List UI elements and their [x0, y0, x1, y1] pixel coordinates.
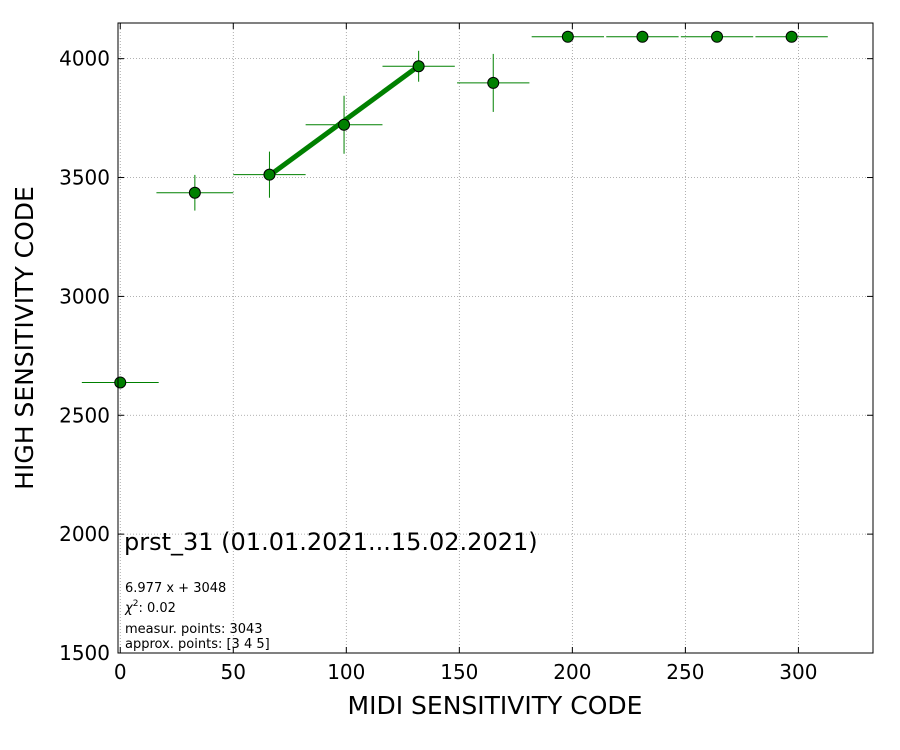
plot-frame [117, 22, 874, 654]
data-point-group [114, 30, 798, 389]
annotation-measur-points: measur. points: 3043 [125, 622, 263, 637]
annotation-title: prst_31 (01.01.2021...15.02.2021) [124, 528, 538, 556]
tick-group [118, 23, 873, 654]
y-tick-label: 2000 [59, 522, 110, 546]
chi-symbol: χ [124, 601, 134, 616]
data-point [338, 118, 351, 131]
data-point [711, 30, 724, 43]
x-tick-label: 200 [553, 660, 591, 684]
tick-label-group: 0 50 100 150 200 250 300 1500 2000 2500 3000 3500 40… [59, 47, 817, 684]
data-point [561, 30, 574, 43]
annotation-approx-points: approx. points: [3 4 5] [125, 637, 270, 652]
y-tick-label: 3000 [59, 284, 110, 308]
errorbar-group [81, 36, 828, 383]
data-point [487, 76, 500, 89]
chi-superscript: 2 [133, 599, 139, 609]
x-tick-label: 250 [666, 660, 704, 684]
x-tick-label: 150 [440, 660, 478, 684]
y-tick-label: 3500 [59, 166, 110, 190]
annotation-equation: 6.977 x + 3048 [125, 581, 226, 596]
x-axis-label: MIDI SENSITIVITY CODE [348, 691, 643, 720]
y-axis-label: HIGH SENSITIVITY CODE [10, 186, 39, 490]
data-point [636, 30, 649, 43]
y-tick-label: 4000 [59, 47, 110, 71]
data-point [412, 60, 425, 73]
annotation-chi-squared: χ2: 0.02 [124, 599, 176, 616]
y-tick-label: 1500 [59, 641, 110, 665]
x-tick-label: 50 [221, 660, 246, 684]
y-tick-label: 2500 [59, 403, 110, 427]
x-tick-label: 100 [327, 660, 365, 684]
data-point [785, 30, 798, 43]
data-point [114, 376, 127, 389]
chi-value: : 0.02 [138, 601, 175, 616]
data-point [263, 168, 276, 181]
data-point [188, 186, 201, 199]
grid [118, 23, 873, 654]
x-tick-label: 300 [779, 660, 817, 684]
x-tick-label: 0 [114, 660, 127, 684]
